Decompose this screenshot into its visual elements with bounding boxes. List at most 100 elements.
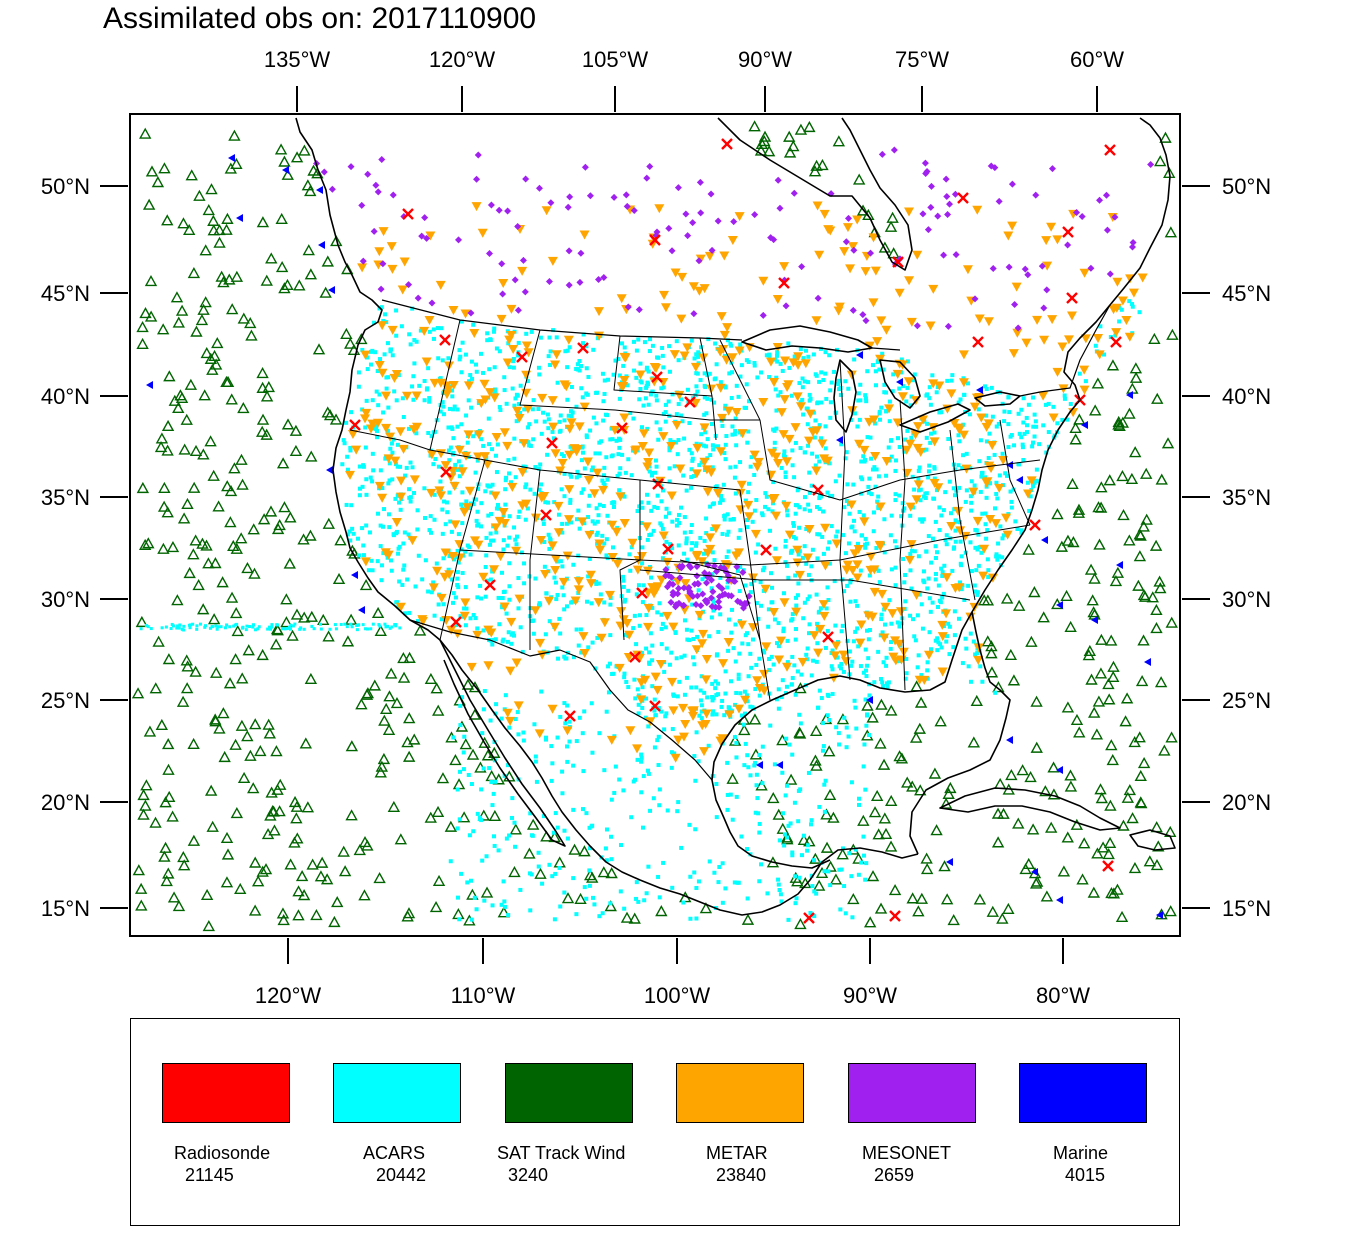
sat-track-wind-marker: [887, 247, 900, 259]
acars-marker: [856, 644, 861, 649]
metar-marker: [797, 657, 808, 667]
acars-marker: [507, 561, 512, 566]
metar-marker: [688, 706, 699, 716]
metar-marker: [716, 312, 727, 322]
acars-marker: [944, 639, 949, 644]
sat-track-wind-marker: [1128, 861, 1142, 874]
sat-track-wind-marker: [215, 270, 228, 282]
acars-marker: [386, 512, 391, 517]
sat-track-wind-marker: [248, 567, 261, 579]
acars-marker: [468, 878, 473, 883]
acars-marker: [713, 686, 718, 691]
acars-marker: [640, 505, 645, 510]
mesonet-marker: [922, 169, 930, 177]
sat-track-wind-marker: [868, 806, 882, 818]
acars-marker: [806, 502, 811, 507]
mesonet-marker: [943, 193, 951, 201]
mesonet-marker: [921, 159, 929, 167]
sat-track-wind-marker: [1129, 446, 1142, 458]
acars-marker: [385, 555, 390, 560]
acars-marker: [965, 381, 970, 386]
sat-track-wind-marker: [230, 157, 243, 169]
acars-marker: [670, 546, 675, 551]
acars-marker: [455, 424, 460, 429]
acars-marker: [439, 617, 444, 622]
acars-marker: [448, 519, 453, 524]
acars-marker: [684, 627, 689, 632]
acars-marker: [807, 470, 812, 475]
metar-marker: [471, 202, 482, 212]
acars-marker: [388, 558, 393, 563]
mesonet-marker: [708, 603, 716, 611]
acars-marker: [798, 347, 803, 352]
acars-marker: [996, 541, 1001, 546]
acars-marker: [881, 367, 886, 372]
acars-marker: [370, 451, 375, 456]
metar-marker: [847, 565, 858, 575]
metar-marker: [380, 548, 391, 558]
acars-marker: [635, 687, 640, 692]
acars-marker: [853, 705, 858, 710]
acars-marker: [522, 581, 527, 586]
acars-marker: [577, 715, 582, 720]
acars-marker: [195, 624, 199, 628]
sat-track-wind-marker: [136, 481, 150, 494]
sat-track-wind-marker: [1047, 761, 1060, 773]
mesonet-marker: [663, 583, 671, 591]
sat-track-wind-marker: [237, 312, 250, 324]
acars-marker: [731, 646, 736, 651]
acars-marker: [731, 517, 736, 522]
acars-marker: [675, 694, 680, 699]
mesonet-marker: [693, 572, 701, 580]
acars-marker: [858, 398, 863, 403]
sat-track-wind-marker: [163, 370, 176, 382]
acars-marker: [490, 903, 495, 908]
acars-marker: [1025, 423, 1030, 428]
sat-track-wind-marker: [199, 244, 212, 256]
mesonet-marker: [715, 598, 723, 606]
acars-marker: [198, 622, 202, 626]
acars-marker: [558, 714, 563, 719]
acars-marker: [962, 598, 967, 603]
metar-marker: [360, 414, 371, 424]
acars-marker: [909, 435, 914, 440]
acars-marker: [653, 713, 658, 718]
sat-track-wind-marker: [1138, 590, 1152, 602]
acars-marker: [1012, 443, 1017, 448]
acars-marker: [661, 411, 666, 416]
metar-marker: [735, 505, 746, 515]
sat-track-wind-marker: [158, 162, 171, 174]
sat-track-wind-marker: [302, 244, 315, 256]
acars-marker: [866, 656, 871, 661]
acars-marker: [378, 624, 382, 628]
sat-track-wind-marker: [1164, 905, 1177, 917]
metar-marker: [377, 368, 388, 378]
acars-marker: [679, 505, 684, 510]
acars-marker: [753, 760, 758, 765]
acars-marker: [545, 412, 550, 417]
acars-marker: [806, 380, 811, 385]
acars-marker: [656, 734, 661, 739]
metar-marker: [385, 432, 396, 442]
metar-marker: [737, 429, 748, 439]
acars-marker: [754, 498, 759, 503]
acars-marker: [635, 757, 640, 762]
acars-marker: [838, 392, 843, 397]
acars-marker: [579, 650, 584, 655]
metar-marker: [351, 445, 362, 455]
metar-marker: [660, 303, 671, 313]
metar-marker: [518, 439, 529, 449]
acars-marker: [501, 879, 506, 884]
acars-marker: [710, 712, 715, 717]
metar-marker: [649, 377, 660, 387]
acars-marker: [697, 463, 702, 468]
acars-marker: [784, 563, 789, 568]
acars-marker: [891, 372, 896, 377]
acars-marker: [757, 656, 762, 661]
acars-marker: [586, 645, 591, 650]
sat-track-wind-marker: [152, 635, 165, 647]
acars-marker: [447, 406, 452, 411]
acars-marker: [837, 664, 842, 669]
mesonet-marker: [662, 566, 670, 574]
metar-marker: [864, 417, 875, 427]
